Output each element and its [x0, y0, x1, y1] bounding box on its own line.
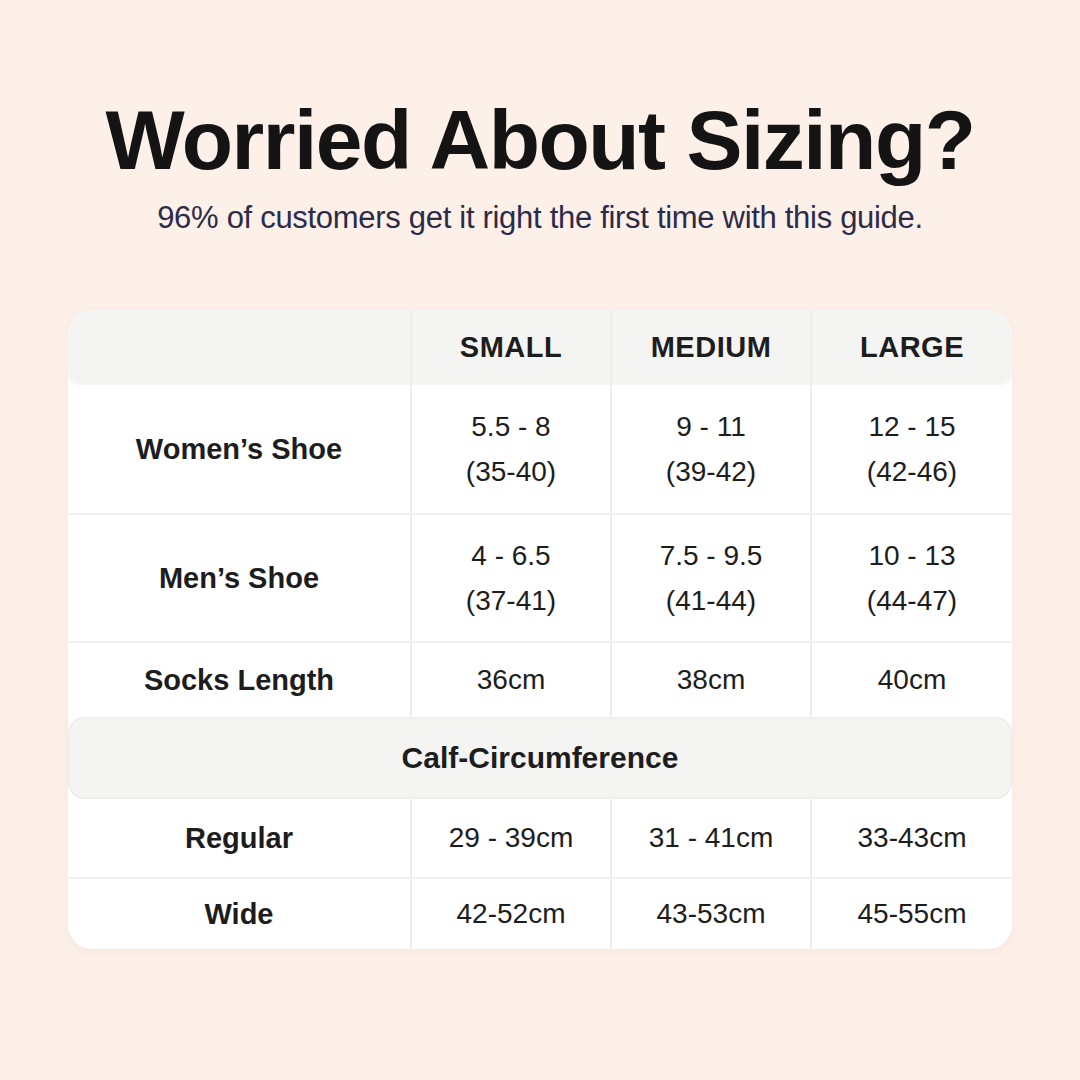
mens-shoe-medium-cell: 7.5 - 9.5 (41-44)	[610, 515, 810, 641]
size-primary: 5.5 - 8	[471, 411, 550, 443]
mens-shoe-small-cell: 4 - 6.5 (37-41)	[410, 515, 610, 641]
womens-shoe-small-cell: 5.5 - 8 (35-40)	[410, 385, 610, 513]
table-header-small: SMALL	[410, 310, 610, 385]
size-secondary: (39-42)	[666, 456, 756, 488]
table-row-socks-length: Socks Length 36cm 38cm 40cm	[68, 641, 1012, 717]
size-primary: 29 - 39cm	[449, 822, 574, 854]
regular-large-cell: 33-43cm	[810, 799, 1012, 877]
size-primary: 38cm	[677, 664, 745, 696]
table-header-empty-cell	[68, 310, 410, 385]
size-secondary: (35-40)	[466, 456, 556, 488]
section-header-calf-circumference: Calf-Circumference	[68, 717, 1012, 799]
womens-shoe-medium-cell: 9 - 11 (39-42)	[610, 385, 810, 513]
row-label-womens-shoe: Women’s Shoe	[68, 385, 410, 513]
size-secondary: (41-44)	[666, 585, 756, 617]
page-subtitle: 96% of customers get it right the first …	[0, 198, 1080, 238]
size-secondary: (44-47)	[867, 585, 957, 617]
size-primary: 36cm	[477, 664, 545, 696]
size-primary: 31 - 41cm	[649, 822, 774, 854]
page-title: Worried About Sizing?	[0, 96, 1080, 184]
size-primary: 33-43cm	[858, 822, 967, 854]
size-primary: 43-53cm	[657, 898, 766, 930]
wide-medium-cell: 43-53cm	[610, 879, 810, 949]
size-guide-table: SMALL MEDIUM LARGE Women’s Shoe 5.5 - 8 …	[68, 310, 1012, 949]
size-secondary: (37-41)	[466, 585, 556, 617]
regular-medium-cell: 31 - 41cm	[610, 799, 810, 877]
socks-length-small-cell: 36cm	[410, 643, 610, 717]
size-primary: 40cm	[878, 664, 946, 696]
hero-section: Worried About Sizing? 96% of customers g…	[0, 96, 1080, 238]
row-label-regular: Regular	[68, 799, 410, 877]
socks-length-medium-cell: 38cm	[610, 643, 810, 717]
size-primary: 42-52cm	[457, 898, 566, 930]
row-label-mens-shoe: Men’s Shoe	[68, 515, 410, 641]
table-header-large: LARGE	[810, 310, 1012, 385]
size-primary: 45-55cm	[858, 898, 967, 930]
size-secondary: (42-46)	[867, 456, 957, 488]
regular-small-cell: 29 - 39cm	[410, 799, 610, 877]
table-row-womens-shoe: Women’s Shoe 5.5 - 8 (35-40) 9 - 11 (39-…	[68, 385, 1012, 513]
size-primary: 10 - 13	[868, 540, 955, 572]
size-primary: 7.5 - 9.5	[660, 540, 763, 572]
section-header-label: Calf-Circumference	[402, 741, 679, 775]
table-header-medium: MEDIUM	[610, 310, 810, 385]
wide-small-cell: 42-52cm	[410, 879, 610, 949]
womens-shoe-large-cell: 12 - 15 (42-46)	[810, 385, 1012, 513]
wide-large-cell: 45-55cm	[810, 879, 1012, 949]
row-label-socks-length: Socks Length	[68, 643, 410, 717]
mens-shoe-large-cell: 10 - 13 (44-47)	[810, 515, 1012, 641]
table-row-wide: Wide 42-52cm 43-53cm 45-55cm	[68, 877, 1012, 949]
size-primary: 4 - 6.5	[471, 540, 550, 572]
table-row-regular: Regular 29 - 39cm 31 - 41cm 33-43cm	[68, 799, 1012, 877]
size-primary: 12 - 15	[868, 411, 955, 443]
size-primary: 9 - 11	[676, 411, 746, 443]
table-header-row: SMALL MEDIUM LARGE	[68, 310, 1012, 385]
table-row-mens-shoe: Men’s Shoe 4 - 6.5 (37-41) 7.5 - 9.5 (41…	[68, 513, 1012, 641]
row-label-wide: Wide	[68, 879, 410, 949]
page: Worried About Sizing? 96% of customers g…	[0, 0, 1080, 1080]
socks-length-large-cell: 40cm	[810, 643, 1012, 717]
